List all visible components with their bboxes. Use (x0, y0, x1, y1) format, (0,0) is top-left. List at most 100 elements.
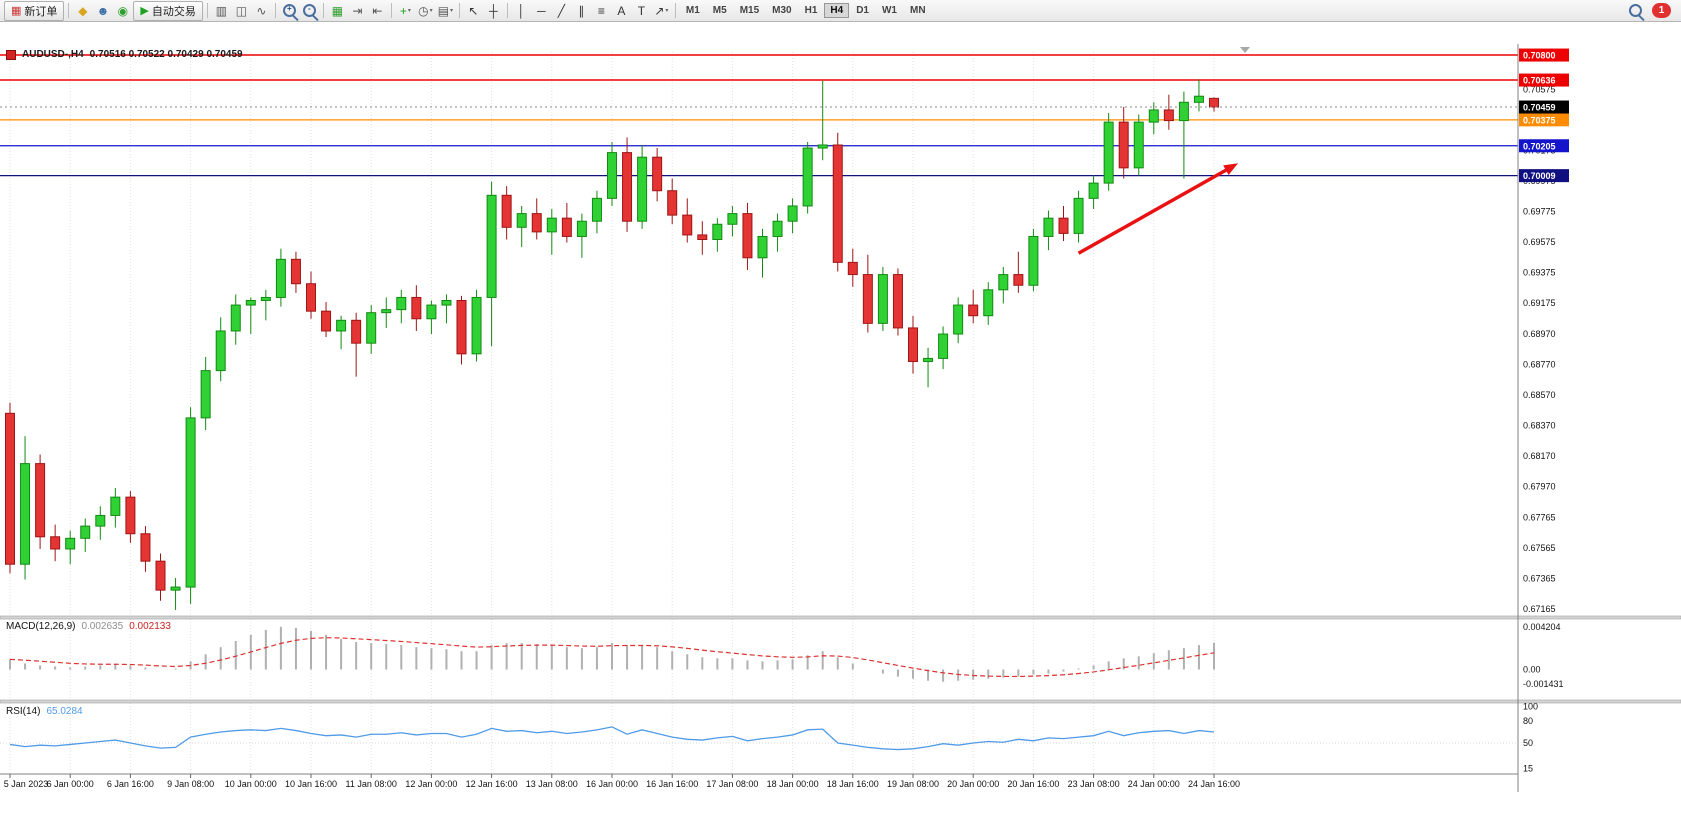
candle-up (336, 319, 347, 332)
timeframe-m30[interactable]: M30 (772, 5, 792, 16)
candle-up (381, 309, 392, 314)
candle-down (862, 274, 873, 324)
panel-separator[interactable] (0, 615, 1681, 620)
timeframe-h4[interactable]: H4 (824, 3, 850, 18)
toolbar-separator (274, 3, 276, 18)
arrow-objects-icon-dropdown-caret[interactable]: ▾ (665, 7, 669, 14)
candle-down (531, 213, 542, 233)
trendline-icon[interactable]: ╱ (557, 3, 565, 18)
line-chart-icon[interactable]: ∿ (256, 3, 267, 18)
price-axis-label: 0.67365 (1523, 574, 1556, 584)
candle-down (742, 213, 753, 259)
auto-scroll-icon[interactable]: ⇥ (352, 3, 363, 18)
price-level-badge (1519, 73, 1569, 87)
candle-down (667, 190, 678, 216)
fibonacci-icon[interactable]: ≡ (597, 3, 605, 18)
candle-up (591, 197, 602, 222)
community-icon[interactable]: ☻ (96, 3, 110, 18)
timeframe-m1[interactable]: M1 (685, 5, 700, 16)
candle-down (832, 144, 843, 263)
time-axis-label: 11 Jan 08:00 (346, 779, 397, 789)
panel-separator[interactable] (0, 699, 1681, 704)
text-label-icon[interactable]: T (637, 3, 646, 18)
price-level-badge (1519, 139, 1569, 153)
support-icon[interactable]: ◉ (117, 3, 129, 18)
candle-down (306, 283, 316, 312)
tile-windows-icon[interactable]: ▦ (331, 3, 344, 18)
crosshair-icon[interactable]: ┼ (489, 3, 498, 18)
candle-up (546, 217, 557, 233)
candle-up (877, 274, 888, 324)
candle-up (712, 223, 723, 241)
candle-up (366, 312, 377, 344)
arrow-objects-icon[interactable]: ↗ ▾ (654, 3, 669, 18)
chart-canvas[interactable]: 0.705750.701750.699750.697750.695750.693… (0, 22, 1681, 829)
timeframe-mn[interactable]: MN (909, 5, 926, 16)
cursor-icon[interactable]: ↖ (468, 3, 479, 18)
time-axis-label: 16 Jan 16:00 (646, 779, 698, 789)
price-axis-label: 0.69175 (1523, 298, 1556, 308)
toolbar-separator (458, 3, 460, 18)
candle-up (486, 194, 497, 298)
toolbar: ▦ 新订单 ◆ ☻ ◉ ▶ 自动交易 ▥ ◫ ∿ + - ▦ ⇥ ⇤ + ▾ ◷ ▾ ▤ ▾ ↖ ┼ │ ─ ╱ ∥ ≡ A T ↗ ▾ M1 M… (0, 0, 1681, 22)
macd-axis-label: 0.00 (1523, 665, 1541, 675)
zoom-out-icon[interactable]: - (300, 2, 319, 20)
candle-up (1103, 121, 1114, 184)
price-axis-label: 0.70575 (1523, 84, 1556, 94)
notification-badge[interactable]: 1 (1652, 3, 1671, 18)
periods-icon-dropdown-caret[interactable]: ▾ (429, 7, 433, 14)
price-axis-label: 0.67565 (1523, 543, 1556, 553)
chart-window-icon (6, 49, 16, 60)
price-level-badge-text: 0.70009 (1523, 171, 1556, 181)
timeframe-m5[interactable]: M5 (712, 5, 727, 16)
chart-shift-marker[interactable] (1240, 47, 1250, 53)
macd-name: MACD(12,26,9) (6, 621, 76, 632)
candle-down (1118, 121, 1129, 169)
horizontal-line-icon[interactable]: ─ (537, 3, 546, 18)
trend-arrow-head[interactable] (1223, 163, 1239, 175)
candlestick-chart-icon[interactable]: ◫ (235, 3, 248, 18)
periods-icon[interactable]: ◷ ▾ (418, 3, 433, 18)
candle-down (140, 533, 151, 562)
rsi-line (9, 726, 1215, 751)
candle-down (501, 194, 512, 228)
indicators-icon-dropdown-caret[interactable]: ▾ (407, 7, 411, 14)
trend-arrow-line[interactable] (1077, 165, 1232, 255)
vertical-line-icon[interactable]: │ (517, 3, 526, 18)
zoom-in-icon[interactable]: + (280, 2, 299, 20)
candle-down (290, 258, 301, 285)
channel-icon[interactable]: ∥ (578, 3, 585, 18)
rsi-value: 65.0284 (46, 706, 83, 717)
search-icon[interactable] (1626, 2, 1645, 20)
candle-up (516, 213, 527, 228)
ohlc-values: 0.70516 0.70522 0.70429 0.70459 (89, 49, 243, 60)
autotrading-button[interactable]: ▶ 自动交易 (133, 0, 203, 21)
indicators-icon[interactable]: + ▾ (399, 3, 411, 18)
symbol-period-label: AUDUSD-,H4 (22, 49, 84, 60)
candle-down (5, 412, 15, 565)
timeframe-h1[interactable]: H1 (804, 5, 818, 16)
candle-up (787, 205, 798, 222)
timeframe-w1[interactable]: W1 (881, 5, 897, 16)
macd-signal-value: 0.002133 (129, 621, 171, 632)
chart-shift-icon[interactable]: ⇤ (372, 3, 383, 18)
templates-icon[interactable]: ▤ ▾ (437, 3, 454, 18)
new-order-button[interactable]: ▦ 新订单 (4, 0, 65, 21)
rsi-name: RSI(14) (6, 706, 41, 717)
time-axis-label: 18 Jan 00:00 (767, 779, 819, 789)
candle-up (80, 525, 91, 539)
time-axis-label: 23 Jan 08:00 (1068, 779, 1120, 789)
text-icon[interactable]: A (617, 3, 626, 18)
candle-up (65, 537, 76, 550)
templates-icon-dropdown-caret[interactable]: ▾ (450, 7, 454, 14)
chart-area[interactable]: 0.705750.701750.699750.697750.695750.693… (0, 22, 1681, 829)
candle-down (155, 560, 166, 591)
new-order-icon: ▦ (11, 5, 22, 17)
candle-up (1148, 109, 1159, 123)
candle-down (1013, 274, 1024, 286)
timeframe-d1[interactable]: D1 (856, 5, 869, 16)
bar-chart-icon[interactable]: ▥ (215, 3, 228, 18)
candle-down (351, 319, 362, 344)
market-gold-icon[interactable]: ◆ (78, 3, 88, 18)
timeframe-m15[interactable]: M15 (739, 5, 760, 16)
